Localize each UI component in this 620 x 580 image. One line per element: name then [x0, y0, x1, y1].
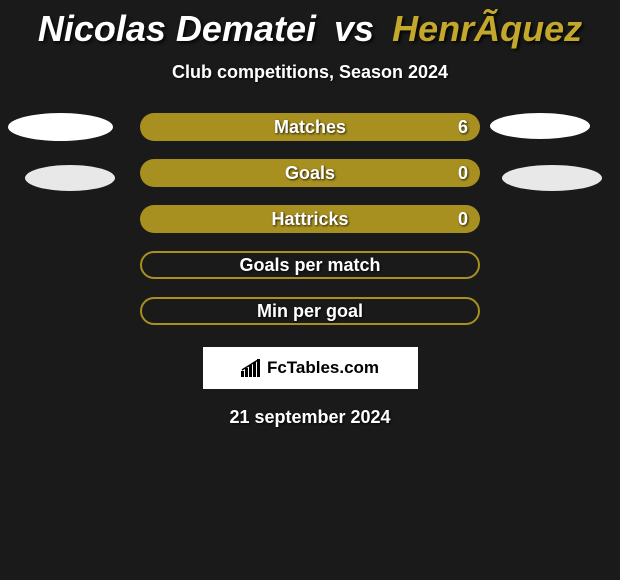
stats-area: Matches 6 Goals 0 Hattricks 0 Goals per … [0, 113, 620, 428]
logo-text: FcTables.com [267, 358, 379, 378]
logo-box: FcTables.com [203, 347, 418, 389]
stat-bar-goals: Goals 0 [140, 159, 480, 187]
right-marker-1 [490, 113, 590, 139]
stat-label: Matches [274, 117, 346, 138]
player2-name: HenrÃ­quez [392, 8, 582, 49]
left-marker-1 [8, 113, 113, 141]
left-marker-2 [25, 165, 115, 191]
chart-icon [241, 359, 261, 377]
player1-name: Nicolas Dematei [38, 8, 316, 49]
stat-label: Goals per match [239, 255, 380, 276]
stat-label: Goals [285, 163, 335, 184]
date-label: 21 september 2024 [0, 407, 620, 428]
stat-bar-min-per-goal: Min per goal [140, 297, 480, 325]
stat-label: Min per goal [257, 301, 363, 322]
vs-separator: vs [334, 8, 374, 49]
page-title: Nicolas Dematei vs HenrÃ­quez [38, 8, 582, 50]
comparison-card: Nicolas Dematei vs HenrÃ­quez Club compe… [0, 0, 620, 428]
stat-bar-hattricks: Hattricks 0 [140, 205, 480, 233]
stat-label: Hattricks [271, 209, 348, 230]
right-marker-2 [502, 165, 602, 191]
stat-value: 0 [458, 163, 468, 184]
stat-bar-goals-per-match: Goals per match [140, 251, 480, 279]
stat-bars: Matches 6 Goals 0 Hattricks 0 Goals per … [140, 113, 480, 325]
stat-bar-matches: Matches 6 [140, 113, 480, 141]
stat-value: 6 [458, 117, 468, 138]
stat-value: 0 [458, 209, 468, 230]
subtitle: Club competitions, Season 2024 [172, 62, 448, 83]
